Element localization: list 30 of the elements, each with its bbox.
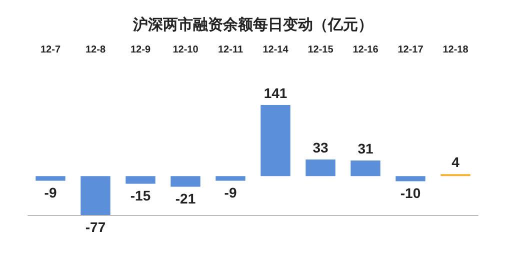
bar [170, 176, 200, 187]
data-label: -15 [130, 188, 151, 204]
data-label: -9 [224, 184, 237, 201]
x-tick-label: 12-11 [218, 44, 244, 56]
bar [260, 105, 290, 176]
x-tick-label: 12-18 [442, 44, 469, 56]
x-tick-label: 12-9 [130, 44, 151, 56]
x-tick-label: 12-7 [40, 44, 61, 56]
data-label: -10 [400, 185, 421, 202]
x-tick-label: 12-15 [308, 44, 334, 56]
data-label: 141 [264, 85, 288, 101]
x-tick-label: 12-14 [262, 44, 289, 56]
data-label: -21 [175, 190, 196, 207]
chart-title: 沪深两市融资余额每日变动（亿元） [132, 16, 373, 34]
data-label: 31 [358, 140, 374, 157]
data-label: -9 [44, 184, 57, 201]
x-tick-label: 12-10 [172, 44, 199, 56]
bar [126, 176, 156, 184]
x-tick-label: 12-17 [398, 44, 424, 56]
data-label: 4 [452, 154, 460, 170]
x-tick-label: 12-8 [85, 44, 106, 56]
bar [350, 160, 380, 176]
x-tick-label: 12-16 [352, 44, 379, 56]
data-label: 33 [312, 139, 328, 156]
bar [36, 176, 66, 181]
bar [306, 159, 336, 176]
bar [396, 176, 426, 182]
bar [216, 176, 246, 181]
bar [80, 176, 110, 215]
data-label: -77 [85, 219, 106, 235]
